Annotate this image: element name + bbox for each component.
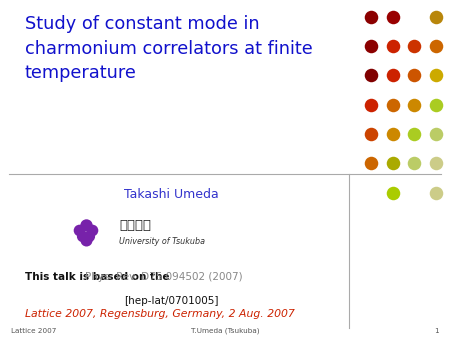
Point [389,131,396,137]
Text: Lattice 2007: Lattice 2007 [11,328,57,334]
Point [432,73,440,78]
Text: Phys. Rev. D75 094502 (2007): Phys. Rev. D75 094502 (2007) [86,272,243,282]
Point [389,161,396,166]
Text: This talk is based on the: This talk is based on the [25,272,173,282]
Point [411,131,418,137]
Point [389,14,396,20]
Point [389,44,396,49]
Point [411,73,418,78]
Point [368,102,375,107]
Point [389,73,396,78]
Text: Takashi Umeda: Takashi Umeda [124,188,218,200]
Point [432,44,440,49]
Point [82,222,89,227]
Point [368,131,375,137]
Point [411,44,418,49]
Text: University of Tsukuba: University of Tsukuba [119,237,205,246]
Point [432,190,440,195]
Text: [hep-lat/0701005]: [hep-lat/0701005] [124,296,218,307]
Point [432,14,440,20]
Text: Study of constant mode in
charmonium correlators at finite
temperature: Study of constant mode in charmonium cor… [25,15,312,82]
Point [75,227,82,233]
Point [411,102,418,107]
Point [89,227,96,233]
Point [432,102,440,107]
Point [432,131,440,137]
Point [86,233,93,239]
Point [368,14,375,20]
Point [368,73,375,78]
Point [78,233,86,239]
Point [432,161,440,166]
Text: 筑波大学: 筑波大学 [119,219,151,232]
Text: 1: 1 [434,328,439,334]
Point [82,237,89,243]
Point [389,190,396,195]
Point [368,44,375,49]
Text: T.Umeda (Tsukuba): T.Umeda (Tsukuba) [191,328,259,334]
Text: Lattice 2007, Regensburg, Germany, 2 Aug. 2007: Lattice 2007, Regensburg, Germany, 2 Aug… [25,309,294,319]
Point [411,161,418,166]
Point [368,161,375,166]
Point [389,102,396,107]
